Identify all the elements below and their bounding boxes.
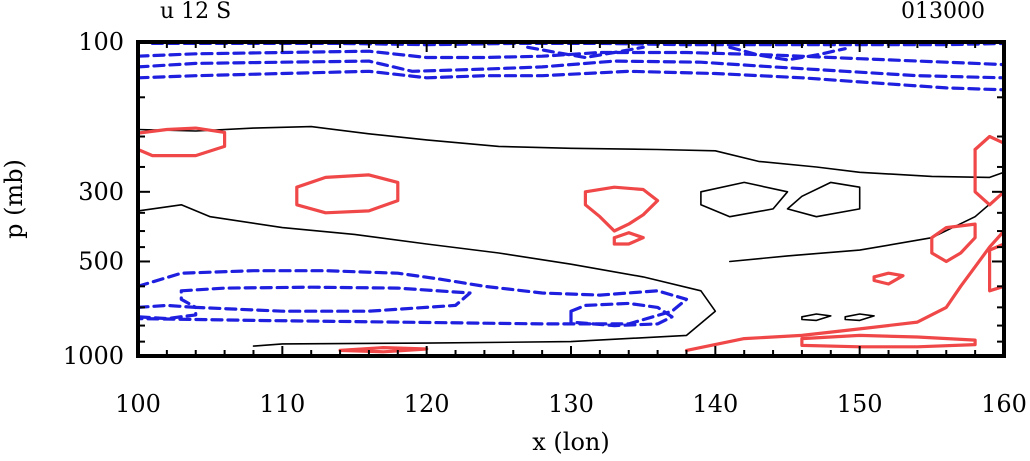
contour-positive-22 bbox=[800, 333, 977, 349]
contour-positive-17 bbox=[136, 126, 227, 158]
contour-negative-2 bbox=[136, 49, 1006, 67]
y-tick-label: 1000 bbox=[63, 342, 124, 370]
y-tick-label: 500 bbox=[78, 247, 124, 275]
x-tick-label: 140 bbox=[692, 390, 738, 418]
x-tick-label: 160 bbox=[981, 390, 1027, 418]
x-tick-label: 100 bbox=[115, 390, 161, 418]
contour-zero-12 bbox=[700, 181, 789, 218]
contour-negative-8 bbox=[136, 303, 198, 321]
contour-zero-13 bbox=[786, 181, 861, 218]
x-tick-label: 110 bbox=[259, 390, 305, 418]
chart-title-right: 013000 bbox=[901, 0, 985, 24]
contour-positive-21 bbox=[684, 229, 1006, 352]
y-tick-label: 300 bbox=[78, 178, 124, 206]
y-tick-label: 100 bbox=[78, 28, 124, 56]
contour-negative-1 bbox=[136, 59, 1006, 80]
contour-negative-7 bbox=[179, 285, 472, 313]
contour-zero-15 bbox=[844, 313, 875, 322]
contour-negative-5 bbox=[728, 45, 847, 62]
contour-negative-4 bbox=[526, 45, 645, 60]
x-tick-label: 120 bbox=[404, 390, 450, 418]
contour-positive-19 bbox=[583, 185, 660, 233]
contour-zero-11 bbox=[137, 204, 717, 347]
chart-title-left: u 12 S bbox=[160, 0, 231, 24]
y-tick-labels: 100 300 500 1000 bbox=[63, 28, 124, 370]
contour-negative-9 bbox=[569, 301, 674, 328]
contour-negative-0 bbox=[136, 69, 1006, 92]
contour-positive-25 bbox=[987, 242, 1006, 293]
contour-lines bbox=[136, 41, 1006, 354]
contour-zero-16 bbox=[801, 313, 832, 322]
contour-positive-18 bbox=[295, 173, 400, 215]
x-axis-label: x (lon) bbox=[532, 428, 609, 456]
contour-negative-6 bbox=[136, 269, 689, 326]
contour-positive-27 bbox=[872, 271, 905, 286]
x-tick-label: 130 bbox=[548, 390, 594, 418]
axis-ticks bbox=[137, 41, 1005, 357]
contour-positive-20 bbox=[612, 231, 645, 246]
contour-zero-10 bbox=[137, 125, 1005, 179]
y-axis-label: p (mb) bbox=[0, 159, 28, 239]
contour-positive-24 bbox=[930, 222, 977, 264]
contour-positive-23 bbox=[973, 134, 1006, 207]
contour-zero-14 bbox=[728, 191, 1005, 263]
x-tick-labels: 100 110 120 130 140 150 160 bbox=[115, 390, 1027, 418]
contour-positive-26 bbox=[338, 346, 429, 354]
x-tick-label: 150 bbox=[837, 390, 883, 418]
plot-frame bbox=[136, 40, 1006, 358]
